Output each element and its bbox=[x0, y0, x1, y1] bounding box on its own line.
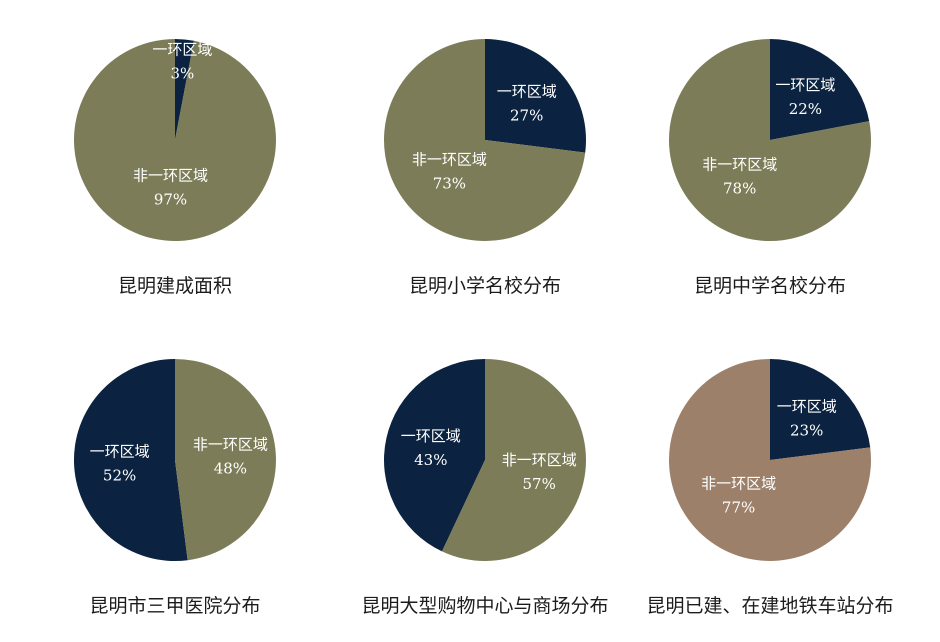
slice-percent-label: 57% bbox=[523, 475, 556, 493]
pie-chart-primary-schools: 一环区域 27% 非一环区域 73% 昆明小学名校分布 bbox=[335, 0, 635, 300]
slice-name-label: 一环区域 bbox=[152, 41, 212, 59]
pie-slice-outer-ring bbox=[668, 39, 871, 242]
pie-slice-inner-ring bbox=[485, 39, 586, 153]
slice-name-label: 非一环区域 bbox=[412, 150, 487, 168]
slice-name-label: 非一环区域 bbox=[702, 156, 777, 174]
slice-percent-label: 97% bbox=[154, 190, 187, 208]
pie-chart-metro-stations: 一环区域 23% 非一环区域 77% 昆明已建、在建地铁车站分布 bbox=[620, 320, 920, 620]
slice-percent-label: 27% bbox=[510, 106, 543, 124]
pie-chart-hospitals: 一环区域 52% 非一环区域 48% 昆明市三甲医院分布 bbox=[25, 320, 325, 620]
chart-title: 昆明市三甲医院分布 bbox=[89, 595, 260, 617]
pie-chart-middle-schools: 一环区域 22% 非一环区域 78% 昆明中学名校分布 bbox=[620, 0, 920, 300]
chart-title: 昆明中学名校分布 bbox=[694, 275, 846, 297]
pie-slice-inner-ring bbox=[770, 359, 871, 460]
slice-name-label: 一环区域 bbox=[775, 76, 835, 94]
slice-percent-label: 23% bbox=[790, 421, 823, 439]
chart-title: 昆明建成面积 bbox=[118, 275, 232, 297]
slice-percent-label: 78% bbox=[723, 180, 756, 198]
slice-percent-label: 52% bbox=[103, 467, 136, 485]
slice-name-label: 一环区域 bbox=[777, 397, 837, 415]
slice-name-label: 一环区域 bbox=[497, 82, 557, 100]
slice-name-label: 一环区域 bbox=[90, 443, 150, 461]
slice-name-label: 非一环区域 bbox=[701, 475, 776, 493]
slice-percent-label: 73% bbox=[433, 174, 466, 192]
pie-slice-outer-ring bbox=[383, 38, 586, 241]
pie-chart-built-area: 一环区域 3% 非一环区域 97% 昆明建成面积 bbox=[25, 0, 325, 300]
slice-percent-label: 22% bbox=[789, 100, 822, 118]
slice-name-label: 非一环区域 bbox=[502, 451, 577, 469]
pie-slice-outer-ring bbox=[73, 39, 276, 242]
chart-title: 昆明已建、在建地铁车站分布 bbox=[646, 595, 893, 617]
slice-percent-label: 43% bbox=[414, 451, 447, 469]
slice-name-label: 一环区域 bbox=[401, 427, 461, 445]
chart-title: 昆明小学名校分布 bbox=[409, 275, 561, 297]
pie-slice-inner-ring bbox=[383, 359, 485, 552]
pie-slice-inner-ring bbox=[175, 39, 194, 140]
slice-percent-label: 3% bbox=[171, 65, 195, 83]
chart-title: 昆明大型购物中心与商场分布 bbox=[361, 595, 608, 617]
slice-name-label: 非一环区域 bbox=[133, 166, 208, 184]
pie-slice-inner-ring bbox=[73, 359, 188, 561]
slice-percent-label: 77% bbox=[722, 499, 755, 517]
slice-name-label: 非一环区域 bbox=[193, 436, 268, 454]
pie-slice-outer-ring bbox=[668, 359, 871, 561]
pie-slice-outer-ring bbox=[442, 359, 586, 561]
slice-percent-label: 48% bbox=[214, 460, 247, 478]
pie-slice-inner-ring bbox=[770, 39, 870, 140]
pie-slice-outer-ring bbox=[175, 359, 276, 561]
pie-chart-shopping-centers: 一环区域 43% 非一环区域 57% 昆明大型购物中心与商场分布 bbox=[335, 320, 635, 620]
